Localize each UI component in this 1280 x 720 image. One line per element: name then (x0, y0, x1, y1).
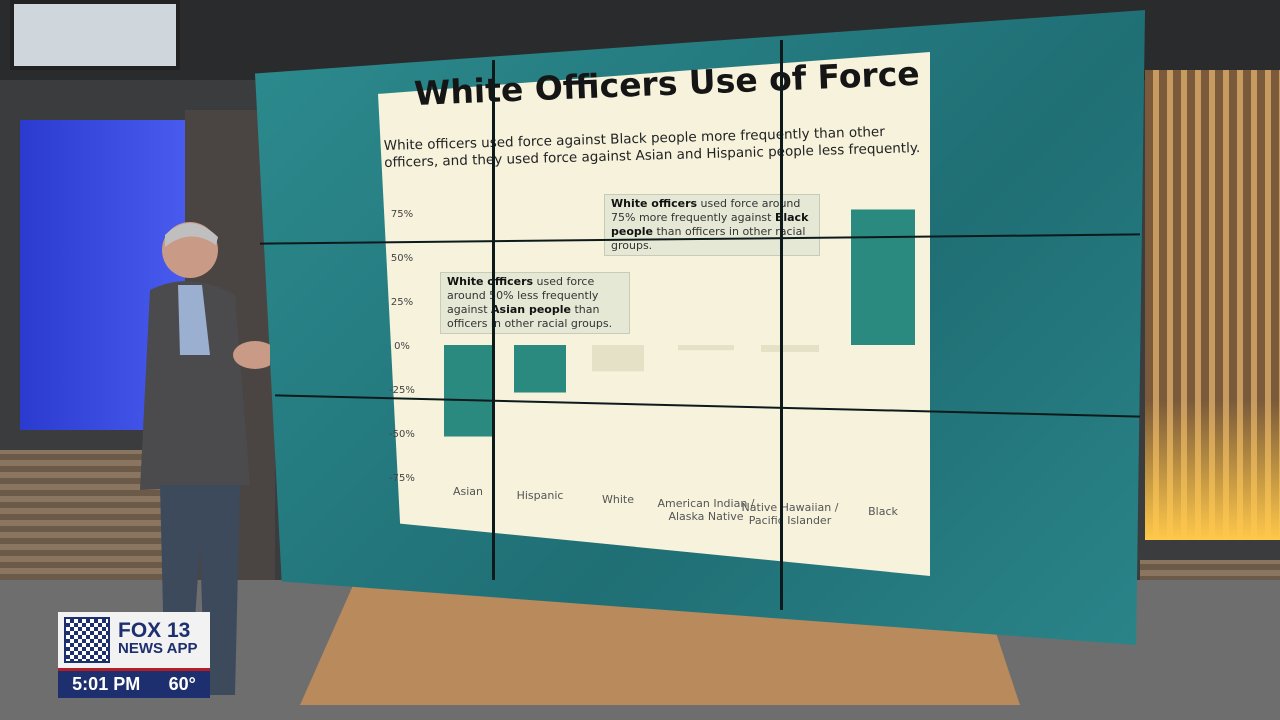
bar-american-indian-alaska-native (678, 345, 734, 351)
y-tick-label: -50% (389, 429, 415, 440)
annotation-bold: White officers (611, 197, 698, 210)
bar-chart: 75% 50% 25% 0% -25% -50% -75% Asian Hispanic Whit… (389, 209, 915, 527)
screen-seam (492, 60, 495, 580)
annotation-bold: Black people (611, 211, 809, 238)
x-tick-label: American Indian / Alaska Native (657, 497, 754, 523)
annotation-bold: Asian people (491, 303, 571, 316)
bar-asian (444, 345, 492, 437)
temperature: 60° (168, 674, 196, 694)
bar-black (851, 209, 915, 345)
qr-code-icon (64, 617, 110, 663)
x-tick-label: White (602, 493, 634, 506)
annotation-text: than officers in other racial groups. (447, 303, 613, 330)
annotation-text: used force around 50% less frequently ag… (447, 275, 599, 316)
y-tick-label: -25% (389, 385, 415, 396)
x-tick-label: Asian (453, 485, 483, 498)
news-lower-third: FOX 13 NEWS APP 5:01 PM 60° (58, 612, 210, 698)
brand-tagline: NEWS APP (118, 640, 198, 657)
clock: 5:01 PM (72, 674, 141, 694)
bar-hispanic (514, 345, 566, 393)
y-tick-label: -75% (389, 473, 415, 484)
x-tick-label: Black (868, 505, 898, 518)
brand-name: FOX 13 (118, 619, 191, 642)
annotation-bold: White officers (447, 275, 534, 288)
studio-window (10, 0, 180, 70)
screen-seam (780, 40, 783, 610)
bar-white (592, 345, 644, 372)
x-tick-label: Hispanic (517, 489, 564, 502)
bar-native-hawaiian-pacific-islander (761, 345, 819, 353)
annotation-asian: White officers used force around 50% les… (440, 272, 630, 334)
y-tick-label: 25% (391, 297, 413, 308)
annotation-text: than officers in other racial groups. (611, 225, 806, 252)
annotation-black: White officers used force around 75% mor… (604, 194, 820, 256)
fireplace-wall (1145, 70, 1280, 540)
y-tick-label: 50% (391, 253, 413, 264)
x-tick-label: Native Hawaiian / Pacific Islander (742, 501, 839, 527)
y-tick-label: 75% (391, 209, 413, 220)
y-tick-label: 0% (394, 341, 410, 352)
annotation-text: used force around 75% more frequently ag… (611, 197, 801, 224)
